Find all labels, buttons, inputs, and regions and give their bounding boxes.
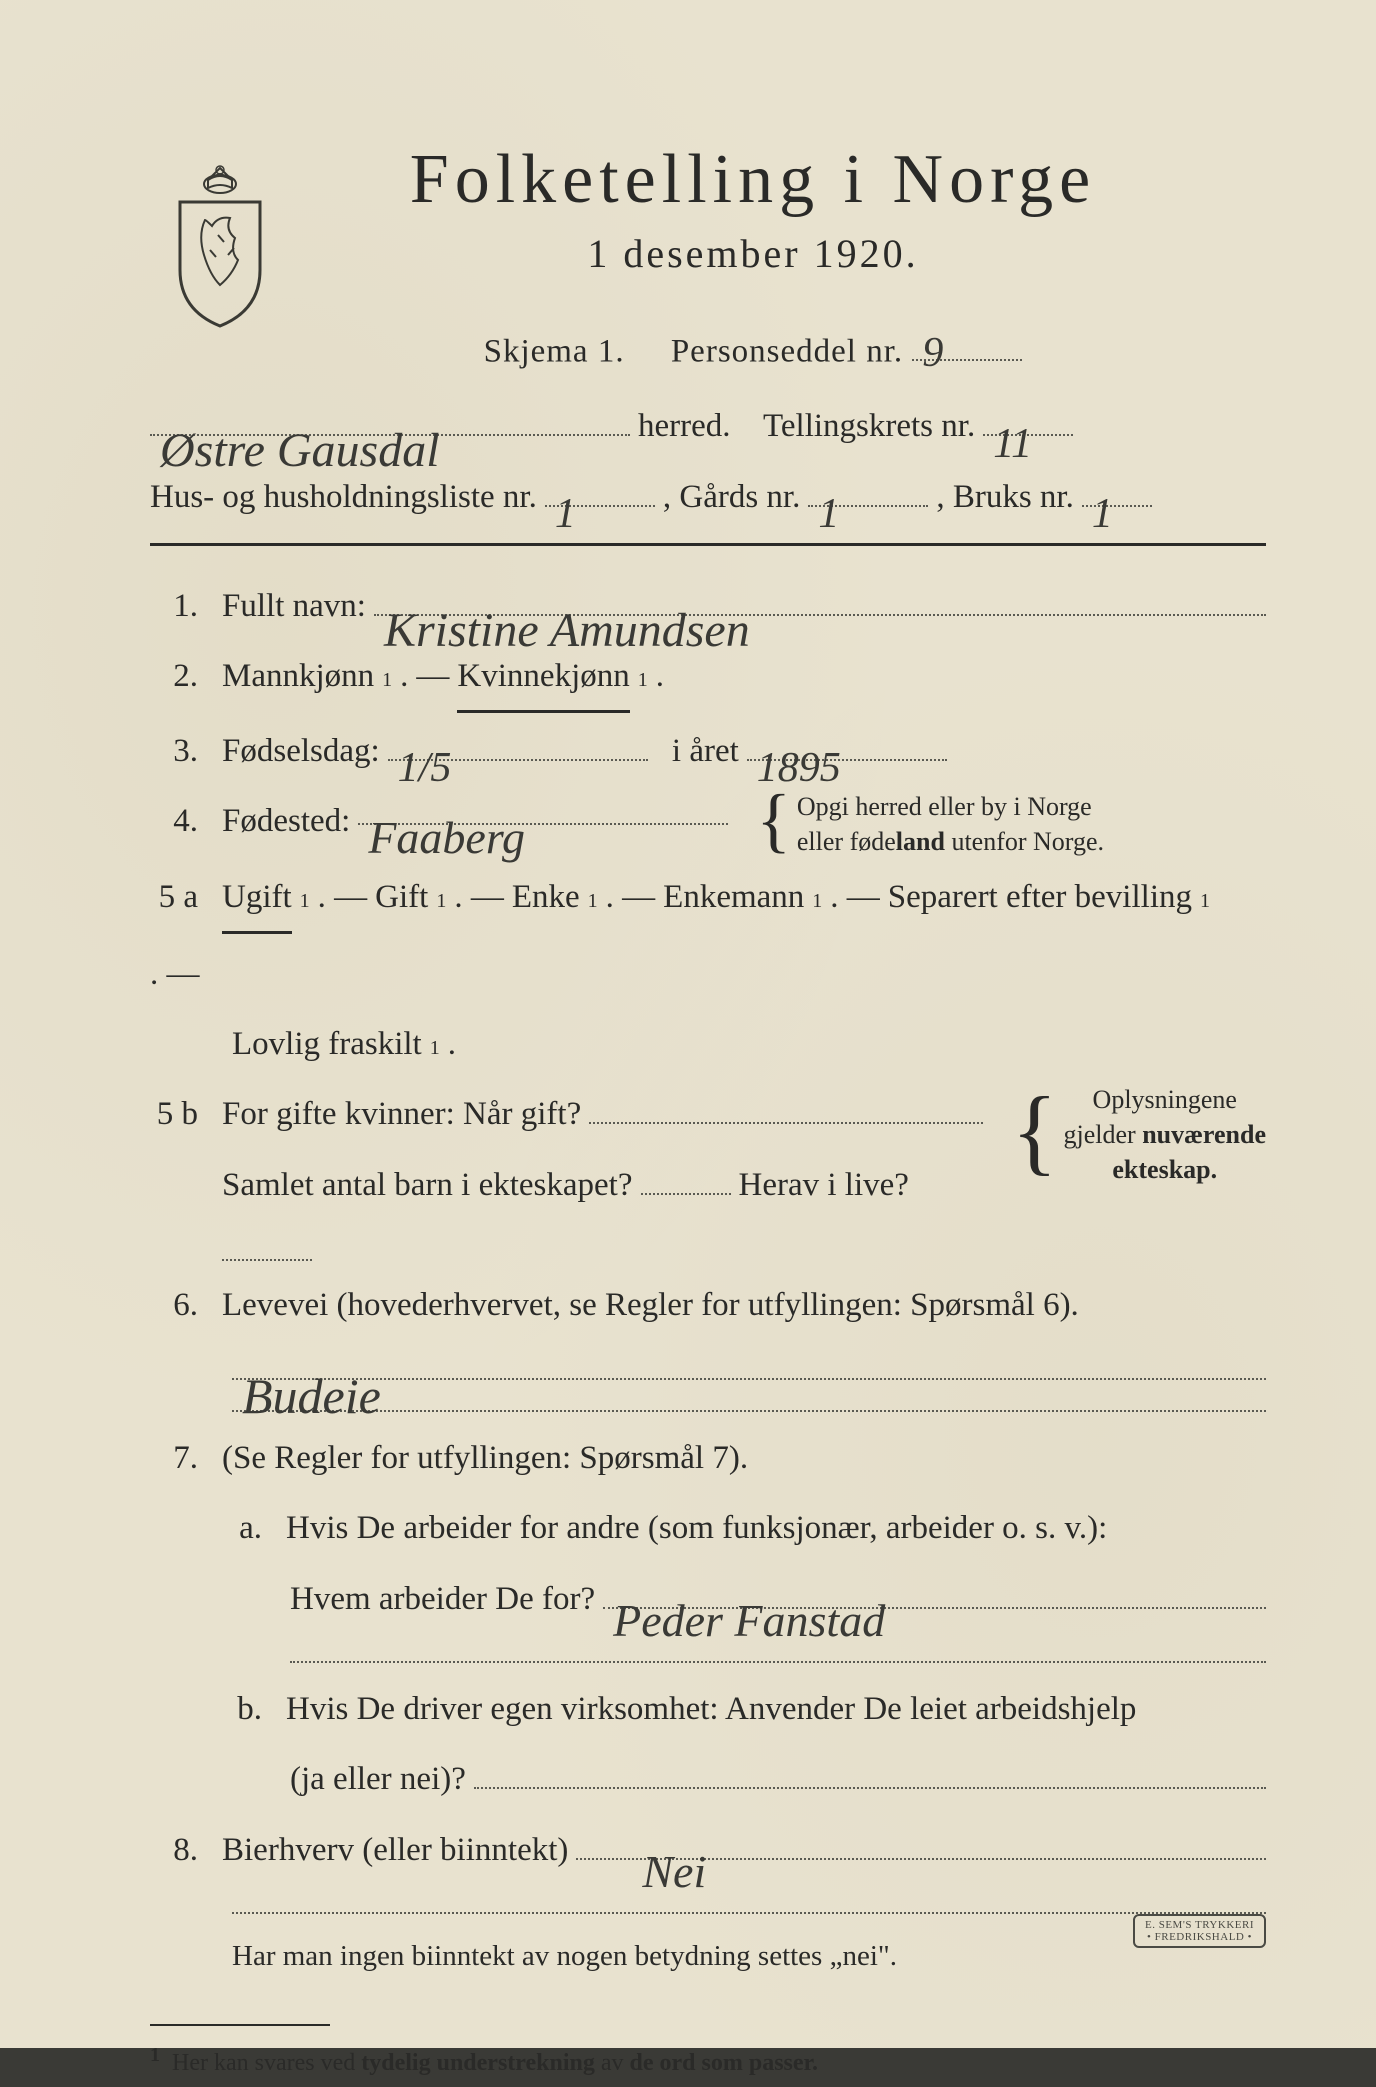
q7-label: (Se Regler for utfyllingen: Spørsmål 7). bbox=[222, 1426, 748, 1490]
census-form-page: Folketelling i Norge 1 desember 1920. Sk… bbox=[0, 0, 1376, 2048]
coat-of-arms-emblem bbox=[160, 160, 280, 330]
gards-value: 1 bbox=[812, 474, 845, 510]
q7b-row: b. Hvis De driver egen virksomhet: Anven… bbox=[150, 1677, 1266, 1741]
q4-label: Fødested: bbox=[222, 789, 350, 853]
q2-opt-mann: Mannkjønn bbox=[222, 644, 374, 708]
herred-value: Østre Gausdal bbox=[154, 404, 446, 440]
q8-value: Nei bbox=[636, 1827, 712, 1863]
q3-row: 3. Fødselsdag: 1/5 i året 1895 bbox=[150, 719, 1266, 783]
q6-row: 6. Levevei (hovederhvervet, se Regler fo… bbox=[150, 1273, 1266, 1337]
stamp-line1: E. SEM'S TRYKKERI bbox=[1145, 1919, 1254, 1931]
printer-stamp: E. SEM'S TRYKKERI • FREDRIKSHALD • bbox=[1133, 1914, 1266, 1948]
q4-row: 4. Fødested: Faaberg { Opgi herred eller… bbox=[150, 789, 1266, 859]
q8-blank-line bbox=[232, 1912, 1266, 1914]
q6-num: 6. bbox=[150, 1273, 214, 1337]
herred-row: Østre Gausdal herred. Tellingskrets nr. … bbox=[150, 394, 1266, 458]
q7a-q-row: Hvem arbeider De for? Peder Fanstad bbox=[150, 1567, 1266, 1631]
tellingskrets-label: Tellingskrets nr. bbox=[763, 394, 975, 458]
q5b-row: 5 b For gifte kvinner: Når gift? Samlet … bbox=[150, 1082, 1266, 1267]
q5a-row: 5 a Ugift1. — Gift1. — Enke1. — Enkemann… bbox=[150, 865, 1266, 1006]
q4-value: Faaberg bbox=[362, 793, 531, 829]
q1-num: 1. bbox=[150, 574, 214, 638]
hus-value: 1 bbox=[549, 474, 582, 510]
q5a-row2: Lovlig fraskilt1. bbox=[150, 1012, 1266, 1076]
q7a-label: Hvis De arbeider for andre (som funksjon… bbox=[286, 1496, 1107, 1560]
main-title: Folketelling i Norge bbox=[240, 140, 1266, 220]
q8-label: Bierhverv (eller biinntekt) bbox=[222, 1818, 568, 1882]
q7a-blank-line bbox=[290, 1661, 1266, 1663]
q7-num: 7. bbox=[150, 1426, 214, 1490]
q7b-q-row: (ja eller nei)? bbox=[150, 1747, 1266, 1811]
schema-line: Skjema 1. Personseddel nr. 9 bbox=[240, 325, 1266, 370]
bruks-label: , Bruks nr. bbox=[936, 465, 1074, 529]
q3-label: Fødselsdag: bbox=[222, 719, 380, 783]
q7a-q: Hvem arbeider De for? bbox=[290, 1567, 595, 1631]
q8-row: 8. Bierhverv (eller biinntekt) Nei bbox=[150, 1818, 1266, 1882]
subtitle: 1 desember 1920. bbox=[240, 230, 1266, 277]
personseddel-label: Personseddel nr. bbox=[671, 333, 903, 369]
bruks-value: 1 bbox=[1086, 474, 1119, 510]
q7a-value: Peder Fanstad bbox=[607, 1576, 891, 1612]
title-block: Folketelling i Norge 1 desember 1920. Sk… bbox=[240, 140, 1266, 370]
divider-rule bbox=[150, 543, 1266, 546]
q7b-q: (ja eller nei)? bbox=[290, 1747, 466, 1811]
q3-year-label: i året bbox=[672, 719, 739, 783]
q6-value: Budeie bbox=[236, 1348, 387, 1384]
q1-label: Fullt navn: bbox=[222, 574, 366, 638]
stamp-line2: • FREDRIKSHALD • bbox=[1145, 1931, 1254, 1943]
q6-value-row: Budeie bbox=[150, 1344, 1266, 1380]
q3-year: 1895 bbox=[751, 728, 847, 764]
q4-note: { Opgi herred eller by i Norge eller fød… bbox=[750, 789, 1104, 859]
schema-prefix: Skjema 1. bbox=[484, 333, 625, 369]
q5b-label2: Samlet antal barn i ekteskapet? bbox=[222, 1153, 633, 1217]
q7a-num: a. bbox=[232, 1496, 278, 1560]
q5a-enke: Enke bbox=[512, 865, 580, 929]
q5b-label3: Herav i live? bbox=[739, 1153, 909, 1217]
personseddel-value: 9 bbox=[916, 329, 950, 365]
q5a-enkemann: Enkemann bbox=[663, 865, 804, 929]
q5a-num: 5 a bbox=[150, 865, 214, 929]
q7b-num: b. bbox=[232, 1677, 278, 1741]
q1-value: Kristine Amundsen bbox=[378, 584, 756, 620]
q5a-ugift: Ugift bbox=[222, 865, 292, 933]
gards-label: , Gårds nr. bbox=[663, 465, 800, 529]
herred-label: herred. bbox=[638, 394, 731, 458]
q7-row: 7. (Se Regler for utfyllingen: Spørsmål … bbox=[150, 1426, 1266, 1490]
q8-helper-row: Har man ingen biinntekt av nogen betydni… bbox=[150, 1928, 1266, 1985]
q8-num: 8. bbox=[150, 1818, 214, 1882]
q5a-gift: Gift bbox=[375, 865, 428, 929]
q6-label: Levevei (hovederhvervet, se Regler for u… bbox=[222, 1273, 1079, 1337]
q3-num: 3. bbox=[150, 719, 214, 783]
footnote: 1 Her kan svares ved tydelig understrekn… bbox=[150, 2024, 1266, 2087]
q5a-separert: Separert efter bevilling bbox=[888, 865, 1192, 929]
q6-blank-line bbox=[232, 1410, 1266, 1412]
q4-num: 4. bbox=[150, 789, 214, 853]
q3-day: 1/5 bbox=[392, 728, 458, 764]
q5b-label1: For gifte kvinner: Når gift? bbox=[222, 1082, 581, 1146]
q8-helper: Har man ingen biinntekt av nogen betydni… bbox=[232, 1928, 897, 1985]
q5b-note: { Oplysningene gjelder nuværende ekteska… bbox=[1005, 1082, 1266, 1187]
q5a-fraskilt: Lovlig fraskilt bbox=[232, 1012, 422, 1076]
q1-row: 1. Fullt navn: Kristine Amundsen bbox=[150, 574, 1266, 638]
form-content: Østre Gausdal herred. Tellingskrets nr. … bbox=[150, 394, 1266, 2087]
q7a-row: a. Hvis De arbeider for andre (som funks… bbox=[150, 1496, 1266, 1560]
tellingskrets-value: 11 bbox=[987, 404, 1038, 440]
q2-num: 2. bbox=[150, 644, 214, 708]
q7b-label: Hvis De driver egen virksomhet: Anvender… bbox=[286, 1677, 1136, 1741]
q5b-num: 5 b bbox=[150, 1082, 214, 1146]
